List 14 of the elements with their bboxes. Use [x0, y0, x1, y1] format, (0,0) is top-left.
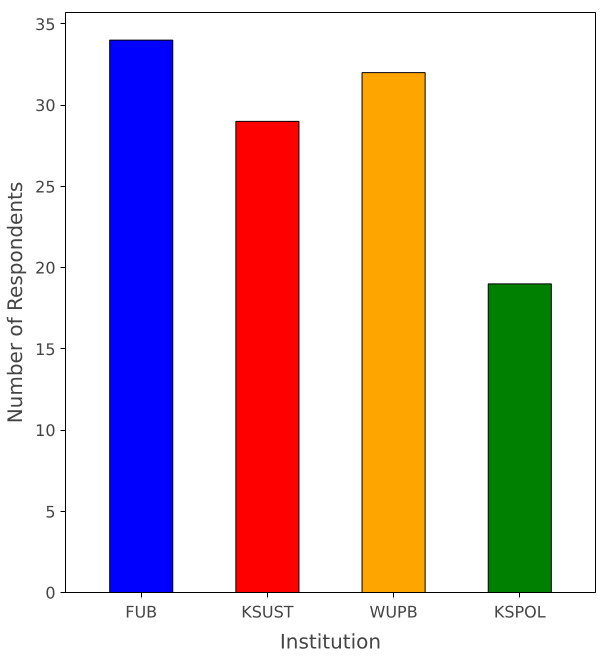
x-tick-label: KSUST [241, 602, 294, 622]
x-tick-label: WUPB [370, 602, 418, 622]
y-tick-label: 0 [45, 584, 56, 602]
x-tick-label: FUB [125, 602, 158, 622]
x-tick-label: KSPOL [494, 602, 546, 622]
y-tick-label: 35 [35, 14, 56, 34]
y-tick-label: 30 [35, 96, 56, 116]
y-tick-label: 15 [35, 340, 56, 359]
x-axis-title: Institution [280, 630, 382, 654]
y-axis-title: Number of Respondents [3, 182, 28, 424]
y-tick-label: 5 [45, 502, 56, 522]
y-tick-label: 20 [35, 258, 56, 278]
y-tick-label: 25 [35, 177, 56, 196]
y-tick-label: 10 [35, 421, 56, 440]
